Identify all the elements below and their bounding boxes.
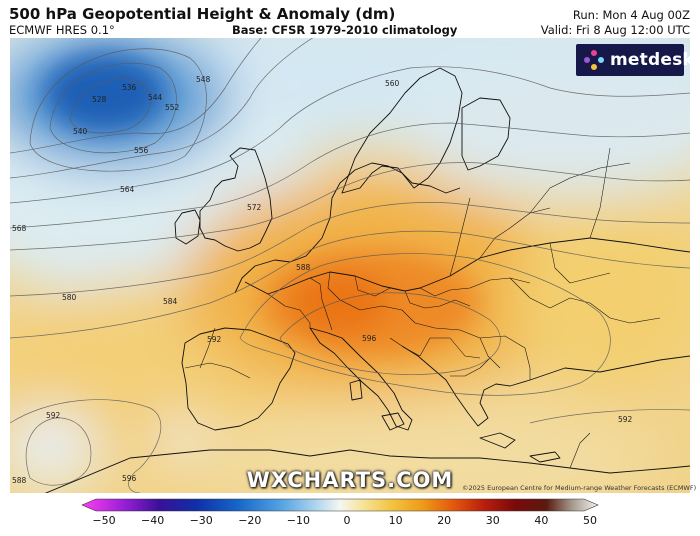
metdesk-logo: metdesk: [576, 44, 694, 76]
colorbar-tick-label: 30: [485, 514, 500, 527]
colorbar-tick-label: −30: [189, 514, 213, 527]
contour-label: 552: [165, 103, 180, 112]
anomaly-colorbar: [81, 498, 599, 512]
colorbar-tick-label: 40: [534, 514, 549, 527]
colorbar-tick-label: 10: [388, 514, 403, 527]
metdesk-logo-text: metdesk: [610, 50, 694, 70]
contour-label: 592: [207, 335, 222, 344]
contour-label: 544: [148, 93, 163, 102]
valid-time-label: Valid: Fri 8 Aug 12:00 UTC: [540, 23, 690, 37]
contour-label: 588: [296, 263, 311, 272]
colorbar-tick-label: −10: [286, 514, 310, 527]
colorbar-tick-label: 50: [583, 514, 597, 527]
contour-label: 596: [122, 474, 137, 483]
contour-label: 588: [12, 476, 27, 485]
contour-label: 596: [362, 334, 377, 343]
contour-label: 592: [618, 415, 633, 424]
climatology-base-label: Base: CFSR 1979-2010 climatology: [232, 23, 458, 37]
contour-label: 540: [73, 127, 88, 136]
model-label: ECMWF HRES 0.1°: [9, 23, 115, 37]
colorbar-tick-label: −50: [92, 514, 116, 527]
chart-title: 500 hPa Geopotential Height & Anomaly (d…: [9, 5, 396, 23]
wxcharts-watermark: WXCHARTS.COM: [246, 468, 454, 492]
colorbar-tick-label: 20: [437, 514, 452, 527]
contour-label: 528: [92, 95, 107, 104]
contour-label: 560: [385, 79, 400, 88]
colorbar-tick-label: 0: [343, 514, 351, 527]
contour-label: 536: [122, 83, 137, 92]
contour-label: 580: [62, 293, 77, 302]
ecmwf-copyright: ©2025 European Centre for Medium-range W…: [462, 484, 697, 492]
contour-label: 572: [247, 203, 262, 212]
colorbar-tick-label: −20: [238, 514, 262, 527]
metdesk-logo-icon: [584, 50, 604, 70]
contour-label: 568: [12, 224, 27, 233]
contour-label: 556: [134, 146, 149, 155]
contour-label: 548: [196, 75, 211, 84]
run-time-label: Run: Mon 4 Aug 00Z: [572, 8, 690, 22]
anomaly-map-svg: 528 536 540 544 548 552 556 560 564 568 …: [10, 38, 690, 493]
borders: [184, 147, 661, 469]
weather-map[interactable]: 528 536 540 544 548 552 556 560 564 568 …: [10, 38, 690, 493]
contour-label: 564: [120, 185, 135, 194]
anomaly-field: [10, 38, 690, 493]
contour-label: 592: [46, 411, 61, 420]
contour-label: 584: [163, 297, 178, 306]
contour-labels: 528 536 540 544 548 552 556 560 564 568 …: [12, 75, 633, 485]
colorbar-tick-label: −40: [140, 514, 165, 527]
chart-header: 500 hPa Geopotential Height & Anomaly (d…: [0, 0, 700, 38]
height-contours: [10, 38, 690, 493]
